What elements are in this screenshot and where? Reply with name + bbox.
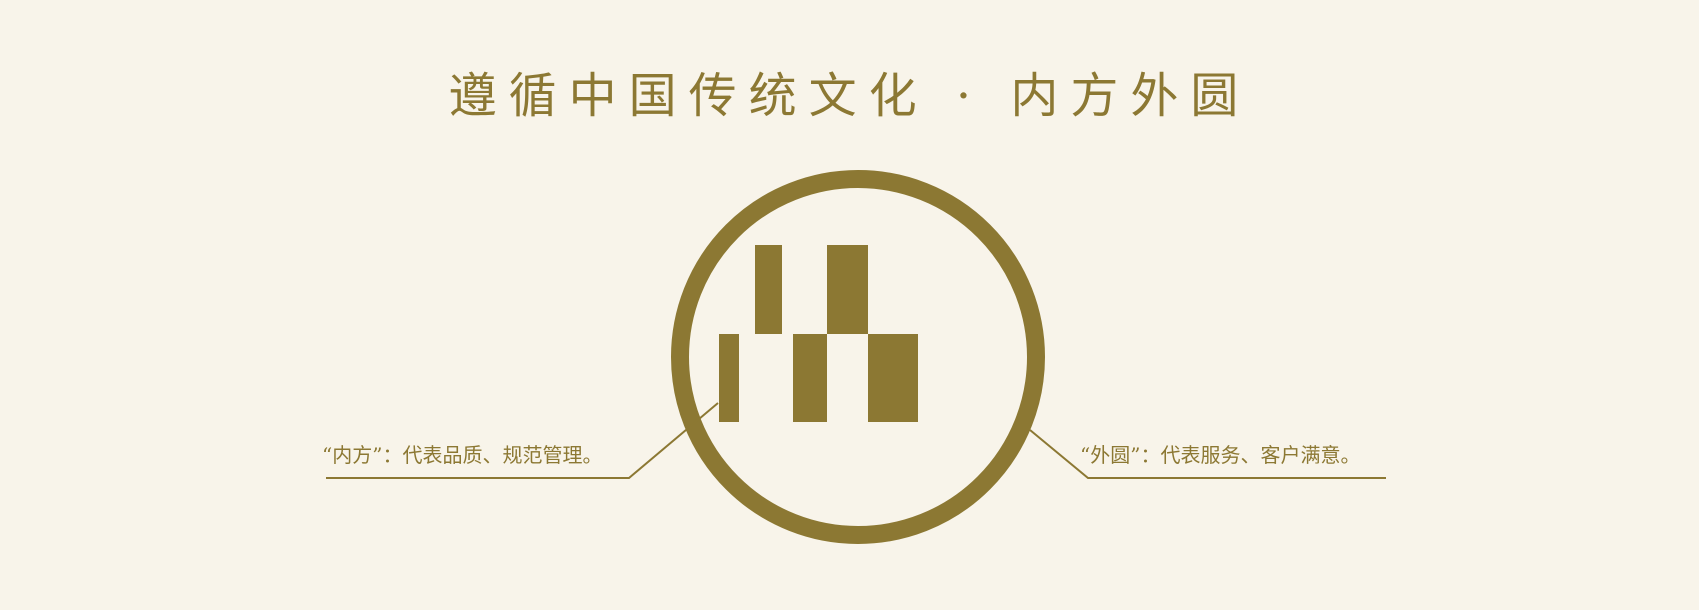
emblem-logo-icon <box>671 170 1045 544</box>
right-leader-line <box>1029 429 1386 479</box>
outer-circle-caption: “外圆”：代表服务、客户满意。 <box>1080 443 1361 467</box>
outer-circle <box>671 170 1045 544</box>
inner-square-caption: “内方”：代表品质、规范管理。 <box>322 443 603 467</box>
square-block-4 <box>793 334 827 422</box>
left-leader-line <box>326 402 719 479</box>
square-block-5 <box>868 334 918 422</box>
page-title: 遵循中国传统文化 · 内方外圆 <box>448 68 1251 124</box>
square-block-1 <box>755 245 782 334</box>
square-block-3 <box>719 334 739 422</box>
square-block-2 <box>827 245 868 334</box>
